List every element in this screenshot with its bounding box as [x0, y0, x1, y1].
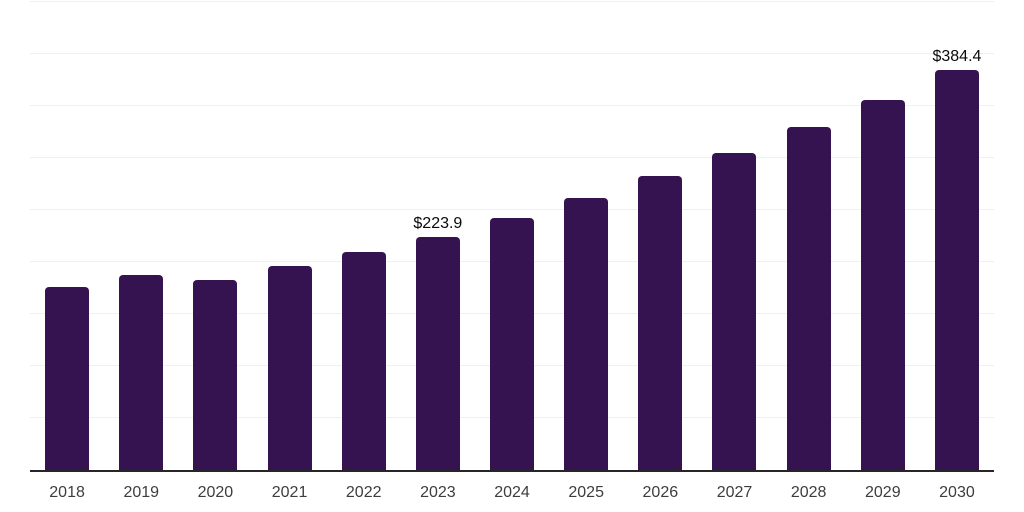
x-tick-label-2023: 2023 — [420, 484, 456, 501]
bar-2018 — [45, 286, 90, 470]
bar-slot-2030: $384.4 — [920, 2, 994, 470]
x-tick-label-2020: 2020 — [197, 484, 234, 501]
gridline — [30, 157, 994, 159]
x-tick-label-2024: 2024 — [494, 484, 530, 501]
bar-2019 — [119, 275, 164, 470]
x-tick-label-2029: 2029 — [865, 484, 901, 501]
gridline — [30, 209, 994, 210]
bar-slot-2023: $223.9 — [401, 2, 475, 470]
bar-slot-2029 — [846, 2, 920, 470]
x-tick-label-2026: 2026 — [642, 484, 679, 501]
x-tick-label-2030: 2030 — [939, 484, 975, 501]
x-axis-line — [30, 470, 994, 472]
bar-slot-2025 — [549, 2, 623, 470]
bar-2023 — [415, 237, 460, 470]
bars-group: $223.9 $384.4 — [30, 2, 994, 470]
x-tick-label-2022: 2022 — [345, 484, 382, 501]
plot-area: $223.9 $384.4 — [30, 1, 994, 472]
x-axis-tick-labels: 2018 2019 2020 2021 2022 2023 2024 2025 2026 2027… — [30, 482, 994, 504]
bar-2027 — [712, 152, 757, 470]
gridline — [30, 53, 994, 54]
gridline — [30, 105, 994, 106]
bar-2020 — [193, 279, 238, 470]
x-tick-label-2021: 2021 — [271, 484, 308, 501]
bar-2030 — [934, 70, 979, 470]
bar-value-label-2030: $384.4 — [932, 48, 982, 66]
bar-slot-2027 — [697, 2, 771, 470]
x-tick-label-2025: 2025 — [568, 484, 604, 501]
x-tick-label-2028: 2028 — [790, 484, 827, 501]
bar-slot-2019 — [104, 2, 178, 470]
bar-slot-2018 — [30, 2, 104, 470]
bar-slot-2021 — [252, 2, 326, 470]
bar-2024 — [490, 218, 535, 470]
x-tick-label-2018: 2018 — [49, 484, 85, 501]
bar-2029 — [860, 99, 905, 470]
x-tick-label-2019: 2019 — [123, 484, 160, 501]
bar-slot-2028 — [772, 2, 846, 470]
bar-2022 — [341, 252, 386, 470]
bar-2021 — [267, 266, 312, 470]
bar-2026 — [638, 176, 683, 470]
bar-value-label-2023: $223.9 — [413, 215, 463, 233]
bar-slot-2024 — [475, 2, 549, 470]
bar-slot-2022 — [327, 2, 401, 470]
bar-2025 — [564, 198, 609, 470]
bar-slot-2020 — [178, 2, 252, 470]
gridline — [30, 1, 994, 2]
bar-slot-2026 — [623, 2, 697, 470]
x-tick-label-2027: 2027 — [716, 484, 753, 501]
bar-2028 — [786, 127, 831, 470]
